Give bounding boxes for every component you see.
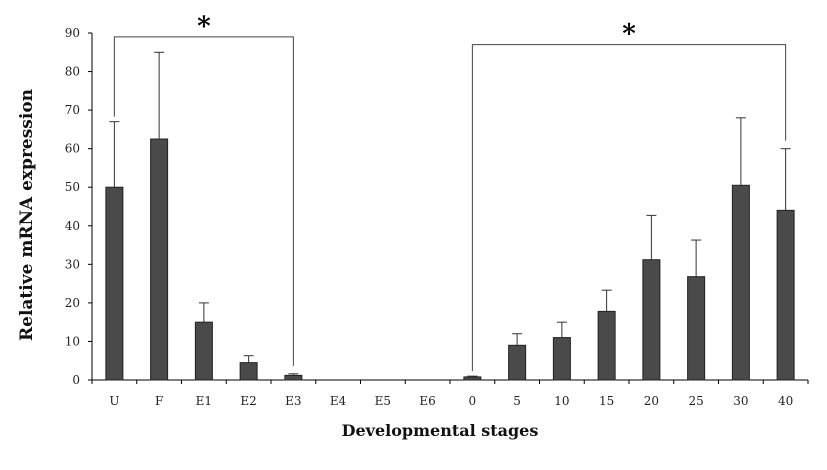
- bar: [284, 374, 303, 381]
- x-tick-label: U: [109, 394, 119, 408]
- y-tick-label: 40: [65, 219, 80, 233]
- bars: [105, 138, 795, 381]
- x-tick-label: F: [155, 394, 163, 408]
- bar: [597, 310, 616, 381]
- bar: [731, 184, 750, 381]
- y-tick-label: 80: [65, 65, 80, 79]
- y-tick-label: 0: [72, 373, 80, 387]
- bar: [552, 337, 571, 381]
- bar: [508, 344, 527, 381]
- x-tick-label: E2: [240, 394, 256, 408]
- x-tick-label: 40: [778, 394, 793, 408]
- bar: [105, 186, 124, 381]
- x-tick-label: E1: [196, 394, 212, 408]
- y-ticks: 0 10 20 30 40 50 60 70 80 90: [65, 26, 92, 387]
- y-tick-label: 10: [65, 334, 80, 348]
- x-tick-label: 0: [469, 394, 477, 408]
- bar: [194, 321, 213, 381]
- x-tick-label: E4: [330, 394, 347, 408]
- y-tick-label: 20: [65, 296, 80, 310]
- significance-star: *: [197, 12, 211, 42]
- x-tick-label: 15: [599, 394, 614, 408]
- x-tick-label: 10: [554, 394, 569, 408]
- y-axis-label: Relative mRNA expression: [17, 89, 37, 341]
- significance-star: *: [622, 20, 636, 50]
- bar: [150, 138, 169, 381]
- x-tick-label: E5: [375, 394, 391, 408]
- y-tick-label: 70: [65, 103, 80, 117]
- x-tick-label: 30: [733, 394, 748, 408]
- bar: [687, 276, 706, 381]
- significance-bracket: [113, 36, 294, 366]
- x-axis-label: Developmental stages: [342, 421, 539, 440]
- bar: [642, 259, 661, 381]
- y-tick-label: 50: [65, 180, 80, 194]
- x-tick-label: E3: [285, 394, 301, 408]
- x-tick-label: E6: [419, 394, 435, 408]
- x-tick-label: 25: [688, 394, 703, 408]
- x-tick-label: 5: [513, 394, 521, 408]
- error-bars: [109, 51, 791, 377]
- bar: [239, 362, 258, 381]
- x-tick-label: 20: [644, 394, 659, 408]
- bar: [463, 376, 482, 381]
- bar: [776, 209, 795, 381]
- y-tick-label: 30: [65, 257, 80, 271]
- x-ticks: U F E1 E2 E3 E4 E5 E6 0 5 10 15 20 25 30 40: [91, 380, 809, 408]
- y-tick-label: 60: [65, 142, 80, 156]
- significance-annotations: * *: [113, 12, 787, 372]
- y-tick-label: 90: [65, 26, 80, 40]
- significance-bracket: [471, 44, 787, 372]
